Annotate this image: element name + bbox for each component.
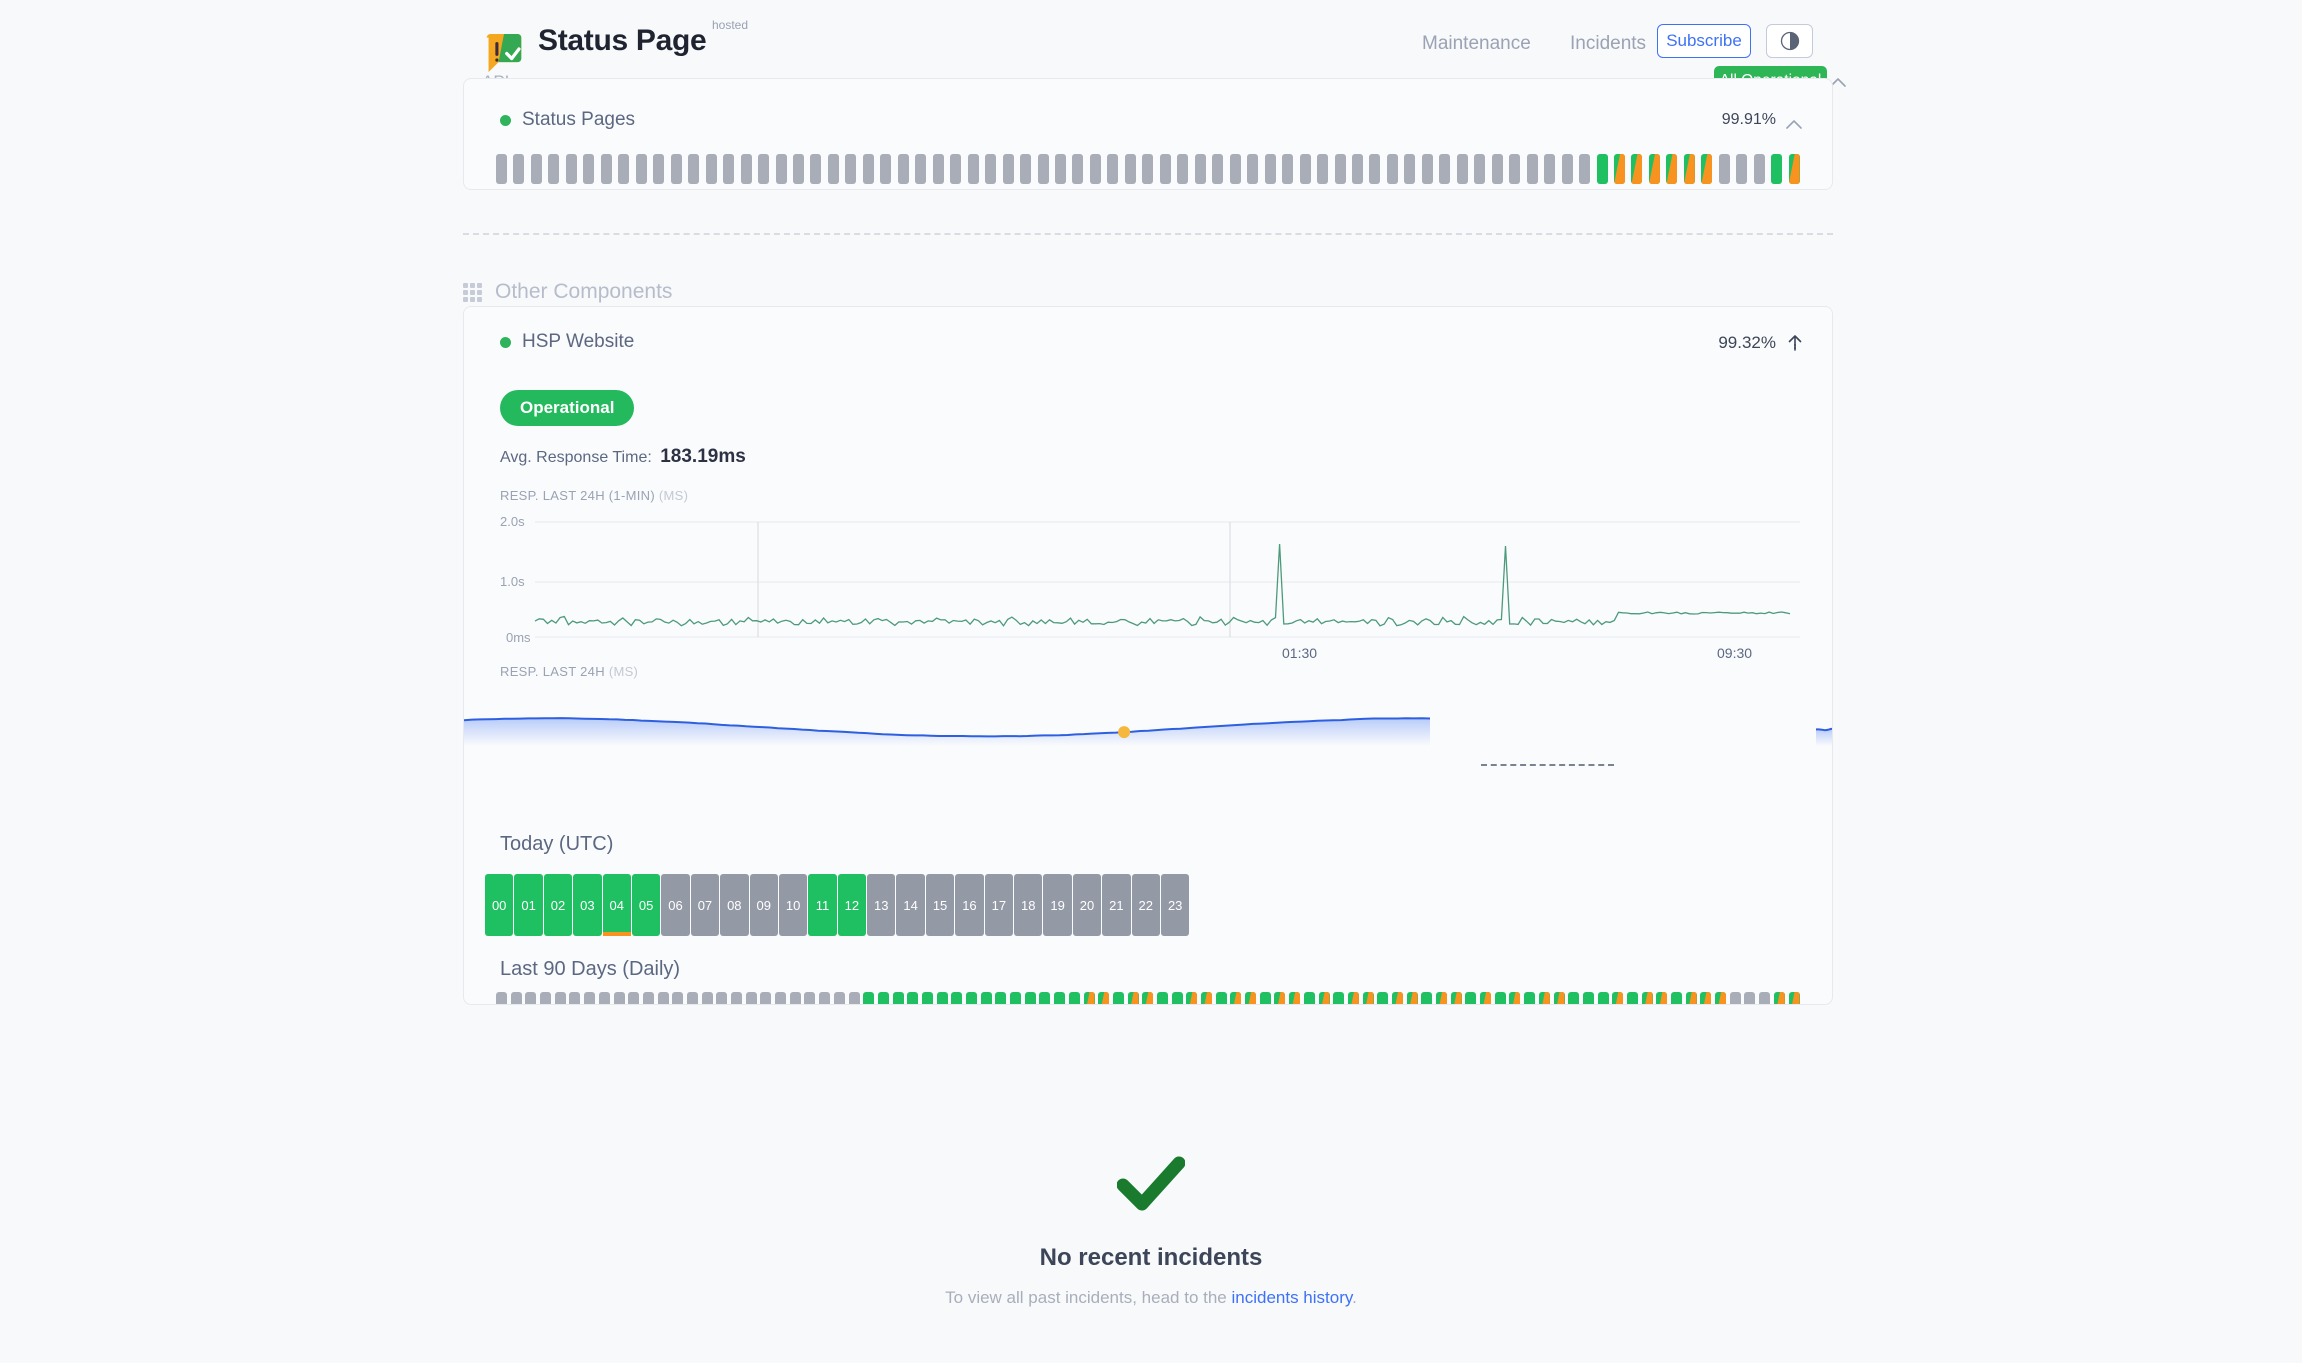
- svg-text:0ms: 0ms: [506, 630, 531, 645]
- svg-text:09:30: 09:30: [1717, 645, 1752, 661]
- svg-text:01:30: 01:30: [1282, 645, 1317, 661]
- svg-text:2.0s: 2.0s: [500, 514, 525, 529]
- svg-text:1.0s: 1.0s: [500, 574, 525, 589]
